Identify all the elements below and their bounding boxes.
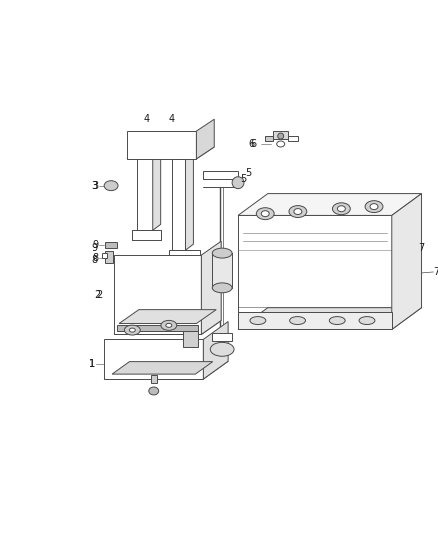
Text: 1: 1	[89, 359, 95, 369]
Polygon shape	[238, 215, 392, 329]
Ellipse shape	[277, 141, 285, 147]
Text: 9: 9	[92, 240, 98, 250]
Ellipse shape	[290, 317, 305, 325]
Text: 1: 1	[89, 359, 95, 369]
Ellipse shape	[161, 320, 177, 330]
Bar	[102, 253, 107, 258]
Polygon shape	[185, 153, 194, 250]
Bar	[105, 251, 113, 263]
Ellipse shape	[212, 248, 232, 258]
Ellipse shape	[329, 317, 345, 325]
Ellipse shape	[166, 324, 172, 327]
Text: 8: 8	[92, 253, 98, 263]
Polygon shape	[196, 119, 214, 159]
Ellipse shape	[332, 203, 350, 215]
Polygon shape	[132, 230, 161, 240]
Bar	[151, 375, 157, 383]
Polygon shape	[104, 340, 203, 379]
Bar	[203, 171, 238, 179]
Polygon shape	[238, 193, 421, 215]
Polygon shape	[117, 325, 198, 332]
Polygon shape	[119, 310, 216, 324]
Polygon shape	[172, 159, 185, 250]
Text: 3: 3	[91, 181, 97, 191]
Polygon shape	[238, 312, 392, 329]
Bar	[212, 334, 232, 341]
Ellipse shape	[177, 260, 187, 270]
Polygon shape	[201, 241, 221, 334]
Polygon shape	[112, 361, 213, 374]
Polygon shape	[127, 131, 196, 159]
Text: 2: 2	[96, 290, 102, 300]
Ellipse shape	[337, 206, 345, 212]
Polygon shape	[238, 308, 421, 329]
Text: 2: 2	[94, 290, 100, 300]
Text: 5: 5	[245, 168, 251, 178]
Bar	[212, 253, 232, 288]
Text: 5: 5	[240, 174, 246, 184]
Bar	[273, 131, 288, 139]
Polygon shape	[127, 147, 214, 159]
Text: 4: 4	[144, 114, 150, 124]
Text: 9: 9	[91, 243, 97, 253]
Ellipse shape	[129, 328, 135, 332]
Text: 4: 4	[169, 114, 175, 124]
Ellipse shape	[210, 342, 234, 356]
Bar	[184, 329, 198, 348]
Ellipse shape	[232, 177, 244, 189]
Ellipse shape	[250, 317, 266, 325]
Polygon shape	[153, 153, 161, 230]
Polygon shape	[169, 250, 200, 260]
Bar	[105, 242, 117, 248]
Polygon shape	[203, 321, 228, 379]
Text: 6: 6	[251, 139, 257, 149]
Ellipse shape	[370, 204, 378, 209]
Text: 8: 8	[91, 255, 97, 265]
Text: 7: 7	[433, 267, 438, 277]
Ellipse shape	[359, 317, 375, 325]
Ellipse shape	[294, 208, 302, 214]
Polygon shape	[114, 255, 201, 334]
Bar	[265, 136, 273, 141]
Ellipse shape	[289, 206, 307, 217]
Ellipse shape	[256, 208, 274, 220]
Polygon shape	[137, 159, 153, 230]
Polygon shape	[114, 320, 221, 334]
Text: 3: 3	[92, 181, 98, 191]
Ellipse shape	[212, 283, 232, 293]
Polygon shape	[392, 193, 421, 329]
Bar	[288, 136, 297, 141]
Text: 6: 6	[248, 139, 254, 149]
Ellipse shape	[149, 387, 159, 395]
Ellipse shape	[365, 200, 383, 213]
Polygon shape	[104, 361, 228, 379]
Ellipse shape	[261, 211, 269, 216]
Ellipse shape	[278, 133, 284, 139]
Ellipse shape	[124, 325, 140, 335]
Ellipse shape	[104, 181, 118, 191]
Text: 7: 7	[418, 243, 425, 253]
